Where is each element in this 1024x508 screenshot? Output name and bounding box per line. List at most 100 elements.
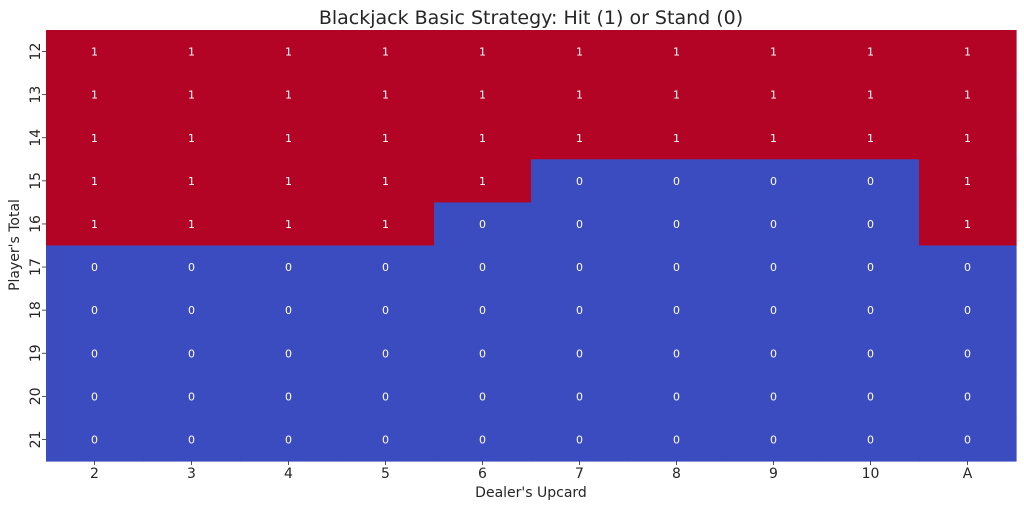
heatmap-cell	[240, 245, 338, 290]
chart-title: Blackjack Basic Strategy: Hit (1) or Sta…	[319, 7, 743, 29]
cell-value-label: 0	[382, 433, 389, 446]
heatmap-cell	[143, 73, 241, 117]
heatmap-cell	[240, 288, 338, 333]
heatmap-cell-labels: 1 1 1 1 1 1 1 1 1 1 1 1 1 1 1 1 1 1 1 1 1 1 1 1 1 1 1 1 1 1 1 1 1 1 1 0 0 0 0 1…	[91, 46, 971, 447]
cell-value-label: 1	[91, 132, 98, 145]
heatmap-cell	[46, 73, 144, 117]
heatmap-cell	[434, 116, 532, 160]
cell-value-label: 1	[479, 46, 486, 59]
heatmap-cell	[628, 417, 726, 462]
cell-value-label: 1	[673, 46, 680, 59]
heatmap-cell	[822, 374, 920, 419]
heatmap-cell	[531, 116, 629, 160]
cell-value-label: 0	[770, 261, 777, 274]
heatmap-cell	[143, 288, 241, 333]
cell-value-label: 0	[964, 304, 971, 317]
cell-value-label: 1	[964, 175, 971, 188]
cell-value-label: 1	[867, 46, 874, 59]
heatmap-cell	[725, 331, 823, 376]
cell-value-label: 0	[479, 261, 486, 274]
heatmap-cell	[143, 245, 241, 290]
heatmap-cell	[143, 30, 241, 74]
cell-value-label: 1	[867, 89, 874, 102]
heatmap-cell	[240, 417, 338, 462]
x-tick-label: A	[963, 466, 973, 482]
heatmap-cell	[822, 245, 920, 290]
x-tick-label: 2	[90, 466, 99, 482]
heatmap-cell	[531, 374, 629, 419]
heatmap-cell	[822, 331, 920, 376]
heatmap-cell	[919, 374, 1017, 419]
heatmap-cell	[919, 417, 1017, 462]
heatmap-cell	[628, 288, 726, 333]
cell-value-label: 0	[576, 433, 583, 446]
heatmap-cell	[725, 202, 823, 247]
cell-value-label: 1	[964, 46, 971, 59]
cell-value-label: 1	[770, 46, 777, 59]
cell-value-label: 1	[964, 132, 971, 145]
cell-value-label: 0	[285, 390, 292, 403]
cell-value-label: 0	[770, 175, 777, 188]
heatmap-cell	[337, 417, 435, 462]
cell-value-label: 0	[576, 175, 583, 188]
heatmap-cell	[531, 30, 629, 74]
cell-value-label: 0	[91, 304, 98, 317]
heatmap-cell	[531, 159, 629, 203]
cell-value-label: 0	[91, 390, 98, 403]
heatmap-cell	[337, 202, 435, 247]
cell-value-label: 1	[285, 218, 292, 231]
cell-value-label: 0	[867, 304, 874, 317]
cell-value-label: 1	[576, 46, 583, 59]
x-axis-label: Dealer's Upcard	[475, 485, 587, 501]
y-tick-label: 18	[28, 301, 44, 319]
cell-value-label: 1	[867, 132, 874, 145]
heatmap-cell	[725, 374, 823, 419]
heatmap-cell	[240, 374, 338, 419]
heatmap-cell	[143, 202, 241, 247]
x-tick-label: 8	[672, 466, 681, 482]
heatmap-cell	[628, 30, 726, 74]
cell-value-label: 1	[188, 175, 195, 188]
cell-value-label: 0	[964, 347, 971, 360]
cell-value-label: 0	[382, 390, 389, 403]
heatmap-cell	[434, 202, 532, 247]
heatmap-cell	[434, 374, 532, 419]
cell-value-label: 0	[576, 218, 583, 231]
x-tick-label: 4	[284, 466, 293, 482]
heatmap-cell	[143, 116, 241, 160]
heatmap-cell	[434, 331, 532, 376]
y-tick-label: 15	[28, 172, 44, 190]
cell-value-label: 1	[576, 89, 583, 102]
cell-value-label: 1	[673, 89, 680, 102]
heatmap-cell	[337, 159, 435, 203]
heatmap-cell	[919, 288, 1017, 333]
cell-value-label: 1	[964, 218, 971, 231]
heatmap-cell	[628, 159, 726, 203]
heatmap-cell	[822, 288, 920, 333]
cell-value-label: 1	[285, 132, 292, 145]
heatmap-cell	[337, 30, 435, 74]
cell-value-label: 1	[479, 132, 486, 145]
heatmap-cells	[46, 30, 1017, 462]
cell-value-label: 0	[770, 433, 777, 446]
cell-value-label: 0	[285, 261, 292, 274]
heatmap-cell	[46, 374, 144, 419]
cell-value-label: 0	[91, 433, 98, 446]
heatmap-cell	[919, 30, 1017, 74]
cell-value-label: 1	[964, 89, 971, 102]
cell-value-label: 0	[770, 218, 777, 231]
cell-value-label: 1	[382, 218, 389, 231]
heatmap-cell	[240, 73, 338, 117]
cell-value-label: 0	[770, 347, 777, 360]
cell-value-label: 1	[285, 175, 292, 188]
cell-value-label: 1	[479, 89, 486, 102]
heatmap-cell	[434, 159, 532, 203]
cell-value-label: 1	[91, 46, 98, 59]
heatmap-cell	[434, 245, 532, 290]
heatmap-cell	[46, 417, 144, 462]
heatmap-cell	[46, 331, 144, 376]
cell-value-label: 1	[188, 132, 195, 145]
heatmap-cell	[337, 73, 435, 117]
cell-value-label: 0	[867, 218, 874, 231]
